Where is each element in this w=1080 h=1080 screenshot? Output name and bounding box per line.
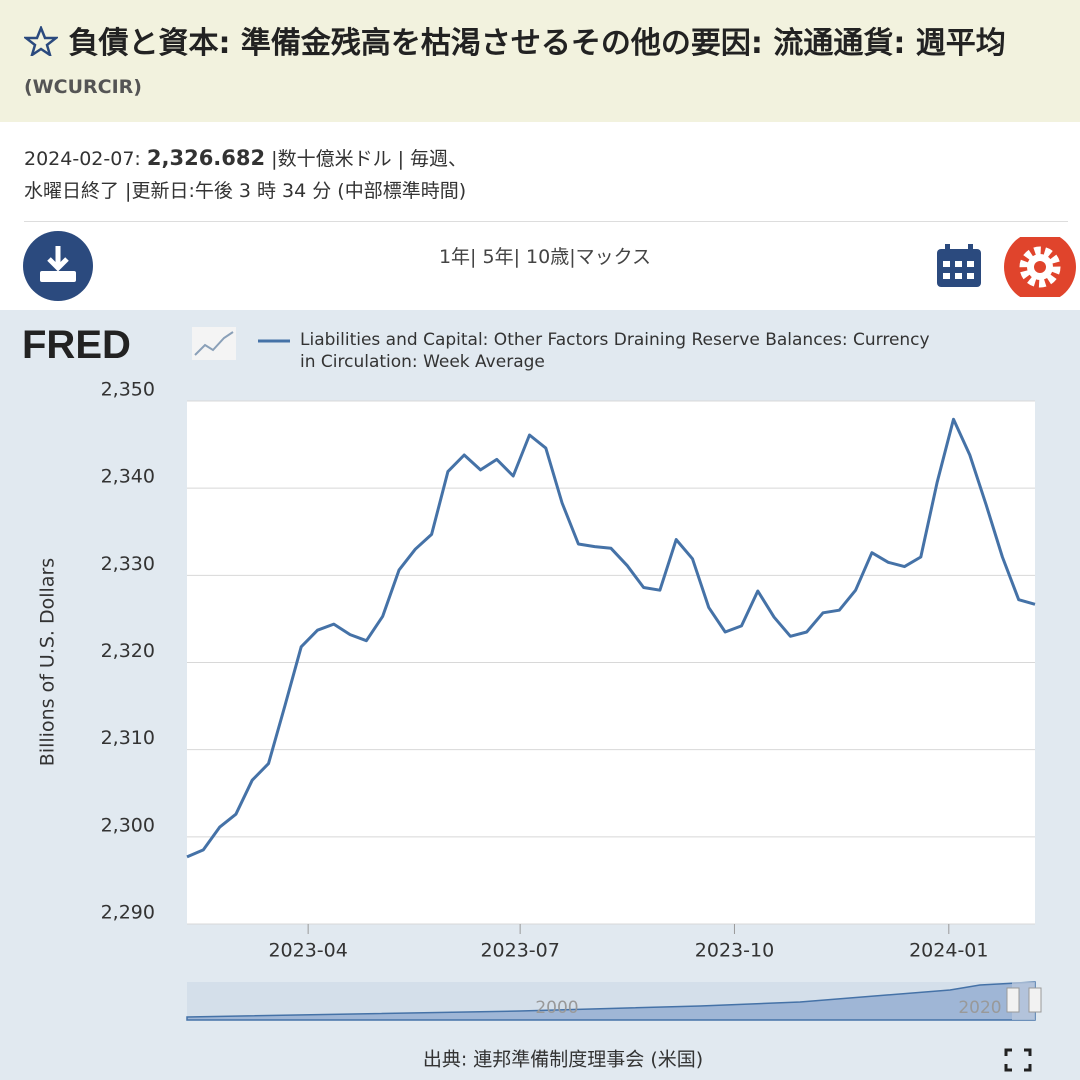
x-tick-label: 2023-07 bbox=[480, 940, 559, 962]
y-tick-label: 2,340 bbox=[101, 466, 155, 488]
x-tick-label: 2024-01 bbox=[909, 940, 988, 962]
series-line bbox=[186, 417, 1036, 859]
y-tick-label: 2,320 bbox=[101, 640, 155, 662]
range-selector[interactable]: 1年| 5年| 10歳|マックス bbox=[438, 246, 652, 268]
series-title: 負債と資本: 準備金残高を枯渇させるその他の要因: 流通通貨: 週平均 bbox=[68, 26, 1006, 61]
header: 負債と資本: 準備金残高を枯渇させるその他の要因: 流通通貨: 週平均 (WCUR… bbox=[0, 0, 1080, 122]
y-tick-label: 2,350 bbox=[101, 379, 155, 401]
favorite-star[interactable] bbox=[22, 24, 60, 58]
navigator-label: 2020 bbox=[958, 998, 1001, 1018]
chart: FRED Billions of U.S. Dollars 2000 2020 … bbox=[22, 323, 1042, 1072]
logo-icon-line bbox=[194, 331, 234, 356]
x-tick-label: 2023-10 bbox=[695, 940, 774, 962]
navigator-series bbox=[186, 981, 1036, 1021]
meta: 2024-02-07: 2,326.682 |数十億米ドル | 毎週、 水曜日終… bbox=[24, 142, 467, 207]
logo-icon bbox=[192, 327, 236, 360]
fullscreen-button[interactable] bbox=[1004, 1048, 1032, 1072]
meta-updated: 水曜日終了 |更新日:午後 3 時 34 分 (中部標準時間) bbox=[24, 180, 467, 202]
divider bbox=[24, 221, 1068, 222]
settings-button[interactable] bbox=[1004, 237, 1080, 297]
y-tick-label: 2,300 bbox=[101, 814, 155, 836]
navigator-label: 2000 bbox=[535, 998, 578, 1018]
obs-date: 2024-02-07: bbox=[24, 148, 141, 170]
fred-logo: FRED bbox=[22, 323, 131, 367]
calendar-button[interactable] bbox=[936, 244, 982, 288]
navigator-handle[interactable] bbox=[1006, 987, 1020, 1013]
download-button[interactable] bbox=[23, 231, 93, 301]
navigator-handle[interactable] bbox=[1028, 987, 1042, 1013]
title-block: 負債と資本: 準備金残高を枯渇させるその他の要因: 流通通貨: 週平均 (WCUR… bbox=[22, 24, 1054, 107]
y-tick-label: 2,310 bbox=[101, 727, 155, 749]
y-tick-label: 2,330 bbox=[101, 553, 155, 575]
x-tick-label: 2023-04 bbox=[268, 940, 347, 962]
source: 出典: 連邦準備制度理事会 (米国) bbox=[423, 1049, 703, 1071]
y-tick-label: 2,290 bbox=[101, 902, 155, 924]
series-code: (WCURCIR) bbox=[24, 76, 142, 98]
y-axis-label: Billions of U.S. Dollars bbox=[37, 558, 59, 766]
legend-entry: Liabilities and Capital: Other Factors D… bbox=[300, 330, 930, 372]
obs-value: 2,326.682 bbox=[146, 146, 266, 170]
meta-units: |数十億米ドル | 毎週、 bbox=[271, 148, 468, 170]
